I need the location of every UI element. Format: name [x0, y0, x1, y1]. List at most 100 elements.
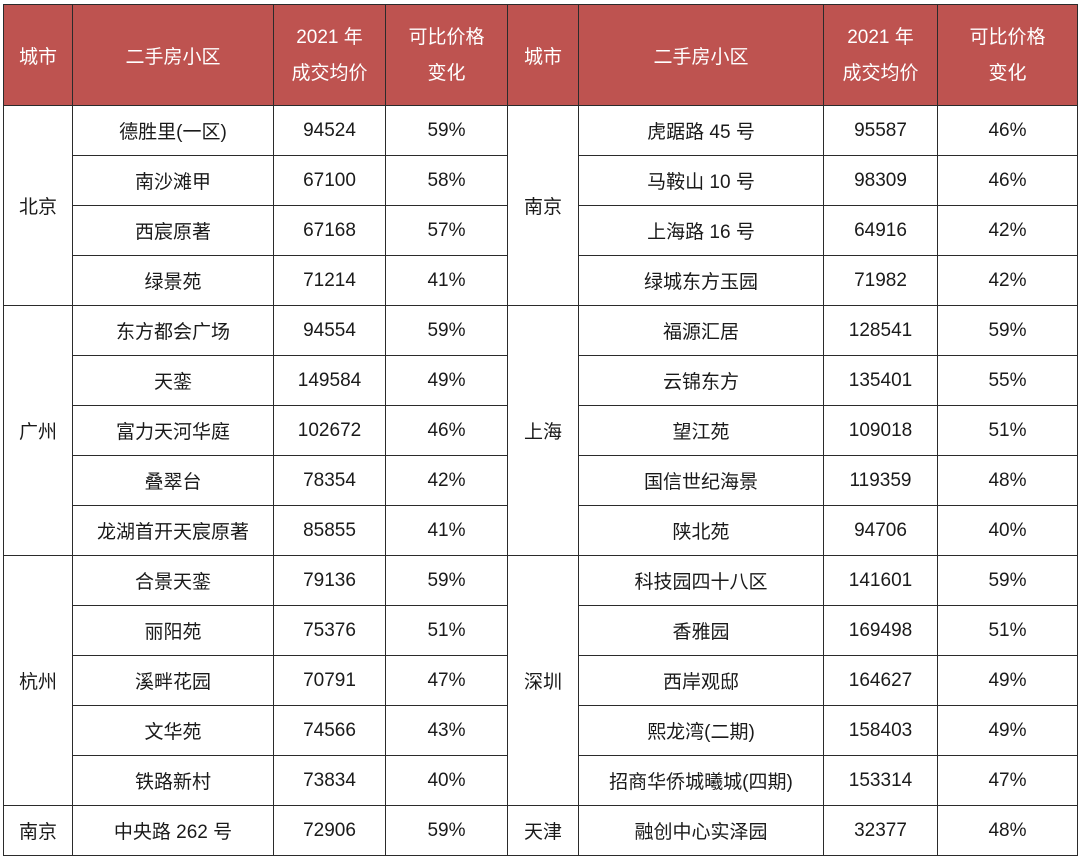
- change-cell: 48%: [937, 805, 1078, 856]
- change-cell: 49%: [385, 355, 508, 406]
- change-cell: 42%: [385, 455, 508, 506]
- community-cell: 上海路 16 号: [578, 205, 824, 256]
- change-cell: 59%: [385, 105, 508, 156]
- change-cell: 59%: [937, 305, 1078, 356]
- community-cell: 文华苑: [72, 705, 274, 756]
- price-cell: 85855: [273, 505, 386, 556]
- price-cell: 32377: [823, 805, 938, 856]
- table-row: 南京 中央路 262 号 72906 59% 天津 融创中心实泽园 32377 …: [3, 805, 1078, 856]
- community-cell: 德胜里(一区): [72, 105, 274, 156]
- table-row: 北京 德胜里(一区) 94524 59% 南京 虎踞路 45 号 95587 4…: [3, 105, 1078, 306]
- change-cell: 59%: [385, 305, 508, 356]
- price-cell: 169498: [823, 605, 938, 656]
- header-row: 城市 二手房小区 2021 年 成交均价 可比价格 变化 城市 二手房小区: [3, 4, 1078, 106]
- header-city-label: 城市: [523, 46, 562, 68]
- change-cell: 40%: [937, 505, 1078, 556]
- community-cell: 香雅园: [578, 605, 824, 656]
- change-cell: 40%: [385, 755, 508, 806]
- change-cell: 51%: [385, 605, 508, 656]
- change-cell: 48%: [937, 455, 1078, 506]
- city-cell-beijing: 北京: [3, 105, 73, 306]
- city-cell-hangzhou: 杭州: [3, 555, 73, 806]
- header-change-left: 可比价格 变化: [385, 4, 508, 106]
- change-cell: 41%: [385, 505, 508, 556]
- header-city-label: 城市: [18, 46, 57, 68]
- community-cell: 合景天銮: [72, 555, 274, 606]
- price-cell: 72906: [273, 805, 386, 856]
- price-comparison-table: 城市 二手房小区 2021 年 成交均价 可比价格 变化 城市 二手房小区: [3, 4, 1078, 856]
- table-row: 溪畔花园 70791 47% 西岸观邸 164627 49%: [4, 655, 1078, 706]
- price-cell: 78354: [273, 455, 386, 506]
- price-cell: 109018: [823, 405, 938, 456]
- header-change-line1: 可比价格: [408, 26, 485, 48]
- community-cell: 国信世纪海景: [578, 455, 824, 506]
- table-row: 天銮 149584 49% 云锦东方 135401 55%: [4, 355, 1078, 406]
- header-change-right: 可比价格 变化: [937, 4, 1078, 106]
- community-cell: 富力天河华庭: [72, 405, 274, 456]
- price-cell: 128541: [823, 305, 938, 356]
- community-cell: 天銮: [72, 355, 274, 406]
- price-cell: 135401: [823, 355, 938, 406]
- header-community-label: 二手房小区: [653, 46, 749, 68]
- community-cell: 福源汇居: [578, 305, 824, 356]
- change-cell: 47%: [937, 755, 1078, 806]
- community-cell: 陕北苑: [578, 505, 824, 556]
- community-cell: 西岸观邸: [578, 655, 824, 706]
- price-cell: 71214: [273, 255, 386, 306]
- table-row: 叠翠台 78354 42% 国信世纪海景 119359 48%: [4, 455, 1078, 506]
- change-cell: 59%: [937, 555, 1078, 606]
- price-cell: 153314: [823, 755, 938, 806]
- header-change-line1: 可比价格: [969, 26, 1046, 48]
- header-price-line1: 2021 年: [847, 26, 914, 48]
- community-cell: 铁路新村: [72, 755, 274, 806]
- change-cell: 41%: [385, 255, 508, 306]
- header-change-line2: 变化: [427, 62, 466, 84]
- header-price-right: 2021 年 成交均价: [823, 4, 938, 106]
- price-cell: 94554: [273, 305, 386, 356]
- price-cell: 98309: [823, 155, 938, 206]
- change-cell: 51%: [937, 405, 1078, 456]
- community-cell: 溪畔花园: [72, 655, 274, 706]
- price-cell: 95587: [823, 105, 938, 156]
- city-cell-guangzhou: 广州: [3, 305, 73, 556]
- city-cell-tianjin: 天津: [507, 805, 579, 856]
- header-city-left: 城市: [3, 4, 73, 106]
- price-cell: 141601: [823, 555, 938, 606]
- change-cell: 47%: [385, 655, 508, 706]
- community-cell: 绿景苑: [72, 255, 274, 306]
- header-community-label: 二手房小区: [125, 46, 221, 68]
- change-cell: 55%: [937, 355, 1078, 406]
- city-cell-nanjing-right: 南京: [507, 105, 579, 306]
- change-cell: 46%: [385, 405, 508, 456]
- table-row: 绿景苑 71214 41% 绿城东方玉园 71982 42%: [4, 255, 1078, 306]
- price-cell: 64916: [823, 205, 938, 256]
- community-cell: 望江苑: [578, 405, 824, 456]
- city-cell-nanjing-left: 南京: [3, 805, 73, 856]
- change-cell: 49%: [937, 705, 1078, 756]
- city-cell-shanghai: 上海: [507, 305, 579, 556]
- price-cell: 94706: [823, 505, 938, 556]
- header-community-left: 二手房小区: [72, 4, 274, 106]
- table-row: 铁路新村 73834 40% 招商华侨城曦城(四期) 153314 47%: [4, 755, 1078, 806]
- table-row: 杭州 合景天銮 79136 59% 深圳 科技园四十八区 141601 59%: [3, 555, 1078, 806]
- community-cell: 科技园四十八区: [578, 555, 824, 606]
- price-cell: 71982: [823, 255, 938, 306]
- change-cell: 42%: [937, 205, 1078, 256]
- header-city-right: 城市: [507, 4, 579, 106]
- change-cell: 46%: [937, 155, 1078, 206]
- header-price-line2: 成交均价: [842, 62, 919, 84]
- community-cell: 东方都会广场: [72, 305, 274, 356]
- table-row: 南沙滩甲 67100 58% 马鞍山 10 号 98309 46%: [4, 155, 1078, 206]
- table-row: 富力天河华庭 102672 46% 望江苑 109018 51%: [4, 405, 1078, 456]
- price-cell: 102672: [273, 405, 386, 456]
- community-cell: 招商华侨城曦城(四期): [578, 755, 824, 806]
- community-cell: 融创中心实泽园: [578, 805, 824, 856]
- community-cell: 绿城东方玉园: [578, 255, 824, 306]
- table-row: 龙湖首开天宸原著 85855 41% 陕北苑 94706 40%: [4, 505, 1078, 556]
- price-cell: 158403: [823, 705, 938, 756]
- community-cell: 中央路 262 号: [72, 805, 274, 856]
- header-change-line2: 变化: [988, 62, 1027, 84]
- header-price-line2: 成交均价: [291, 62, 368, 84]
- price-cell: 73834: [273, 755, 386, 806]
